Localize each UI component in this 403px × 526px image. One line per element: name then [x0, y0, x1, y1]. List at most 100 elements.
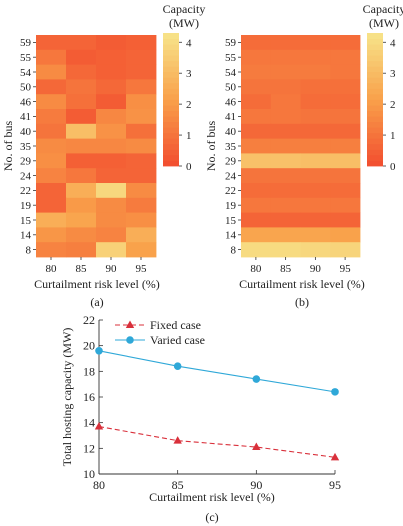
y-tick-label: 8	[26, 244, 32, 256]
colorbar-segment	[163, 77, 179, 84]
data-point	[95, 347, 103, 355]
colorbar-segment	[163, 143, 179, 150]
heatmap-cell	[270, 197, 301, 213]
panel-label: (a)	[90, 295, 103, 309]
colorbar-segment	[163, 38, 179, 45]
colorbar-segment	[163, 105, 179, 111]
heatmap-cell	[270, 227, 301, 243]
colorbar-segment	[367, 93, 383, 100]
heatmap-cell	[126, 227, 157, 243]
x-tick-label: 85	[172, 478, 184, 492]
heatmap-cell	[126, 79, 157, 95]
heatmap-cell	[96, 109, 127, 125]
heatmap-cell	[96, 153, 127, 169]
heatmap-cell	[270, 35, 301, 51]
colorbar-segment	[367, 60, 383, 67]
heatmap-cell	[270, 79, 301, 95]
colorbar-segment	[367, 143, 383, 150]
data-point	[94, 422, 104, 430]
colorbar-segment	[367, 88, 383, 95]
heatmap-cell	[126, 35, 157, 51]
colorbar-segment	[163, 99, 179, 106]
colorbar-segment	[367, 33, 383, 39]
y-tick-label: 29	[20, 156, 32, 168]
colorbar-segment	[163, 154, 179, 161]
heatmap-cell	[241, 153, 272, 169]
heatmap-cell	[270, 212, 301, 228]
heatmap-cell	[241, 94, 272, 110]
y-tick-label: 19	[225, 200, 237, 212]
colorbar-tick-label: 0	[186, 161, 192, 173]
colorbar-segment	[367, 66, 383, 73]
colorbar-segment	[367, 77, 383, 84]
heatmap-cell	[241, 49, 272, 65]
heatmap-cell	[96, 168, 127, 184]
heatmap-cell	[96, 79, 127, 95]
colorbar-tick-label: 1	[390, 130, 396, 142]
heatmap-cell	[36, 123, 67, 139]
colorbar-segment	[163, 116, 179, 123]
heatmap-cell	[270, 242, 301, 258]
heatmap-cell	[66, 109, 97, 125]
legend-marker	[126, 336, 134, 344]
heatmap-cell	[96, 138, 127, 154]
colorbar-segment	[163, 110, 179, 117]
heatmap-cell	[66, 35, 97, 51]
heatmap-cell	[300, 242, 331, 258]
panel-label: (b)	[295, 295, 309, 309]
x-tick-label: 90	[106, 263, 118, 275]
heatmap-cell	[66, 79, 97, 95]
y-tick-label: 14	[83, 416, 95, 430]
heatmap-cell	[126, 138, 157, 154]
y-tick-label: 15	[20, 215, 32, 227]
heatmap-cell	[36, 212, 67, 228]
colorbar-segment	[367, 127, 383, 134]
y-tick-label: 24	[20, 170, 32, 182]
colorbar-segment	[367, 38, 383, 45]
x-tick-label: 85	[280, 263, 292, 275]
x-axis-label: Curtailment risk level (%)	[149, 490, 275, 504]
heatmap-cell	[330, 227, 361, 243]
heatmap-cell	[126, 64, 157, 80]
heatmap-cell	[36, 183, 67, 199]
heatmap-cell	[300, 197, 331, 213]
heatmap-cell	[330, 35, 361, 51]
heatmap-cell	[36, 94, 67, 110]
colorbar-segment	[367, 138, 383, 145]
heatmap-cell	[330, 153, 361, 169]
heatmap-cell	[270, 168, 301, 184]
heatmap-cell	[126, 168, 157, 184]
data-point	[330, 452, 340, 461]
heatmap-cell	[270, 153, 301, 169]
heatmap-cell	[330, 197, 361, 213]
heatmap-cell	[126, 94, 157, 110]
heatmap-cell	[300, 109, 331, 125]
heatmap-cell	[66, 183, 97, 199]
colorbar-tick-label: 4	[390, 37, 396, 49]
colorbar-tick-label: 0	[390, 161, 396, 173]
y-tick-label: 50	[20, 82, 32, 94]
colorbar-segment	[163, 55, 179, 62]
panel-label: (c)	[205, 510, 218, 524]
heatmap-cell	[270, 183, 301, 199]
heatmap-cell	[96, 94, 127, 110]
heatmap-cell	[36, 109, 67, 125]
heatmap-cell	[126, 212, 157, 228]
heatmap-cell	[241, 227, 272, 243]
colorbar-segment	[163, 49, 179, 56]
x-tick-label: 90	[250, 478, 262, 492]
heatmap-cell	[300, 212, 331, 228]
heatmap-cell	[36, 227, 67, 243]
heatmap-cell	[241, 242, 272, 258]
heatmap-cell	[300, 123, 331, 139]
heatmap-cell	[96, 242, 127, 258]
y-tick-label: 10	[83, 467, 95, 481]
y-tick-label: 29	[225, 156, 237, 168]
heatmap-cell	[241, 64, 272, 80]
colorbar-tick-label: 2	[186, 99, 192, 111]
heatmap-cell	[126, 153, 157, 169]
colorbar-title: Capacity	[163, 2, 206, 16]
legend-marker	[125, 320, 135, 328]
